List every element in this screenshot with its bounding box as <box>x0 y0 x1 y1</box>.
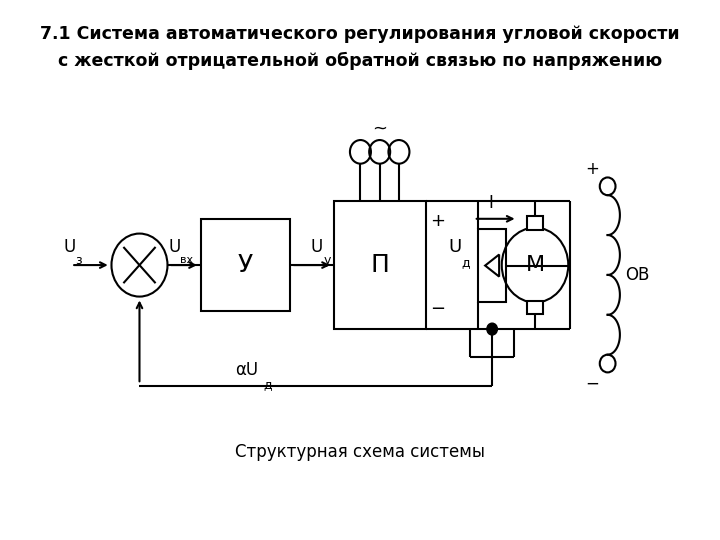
Text: Структурная схема системы: Структурная схема системы <box>235 443 485 461</box>
Circle shape <box>487 323 498 335</box>
Text: М: М <box>526 255 544 275</box>
Text: U: U <box>448 238 461 256</box>
FancyBboxPatch shape <box>527 216 543 229</box>
Text: U: U <box>310 238 323 256</box>
Text: U: U <box>168 238 181 256</box>
Text: з: з <box>75 254 81 267</box>
FancyBboxPatch shape <box>201 219 290 312</box>
Text: +: + <box>431 212 446 230</box>
FancyBboxPatch shape <box>527 301 543 314</box>
Text: +: + <box>585 160 599 178</box>
Text: U: U <box>63 238 76 256</box>
Text: ОВ: ОВ <box>625 266 649 284</box>
Text: д: д <box>264 377 272 391</box>
Text: д: д <box>462 255 470 268</box>
Text: У: У <box>238 253 253 277</box>
Text: П: П <box>370 253 389 277</box>
FancyBboxPatch shape <box>334 201 426 329</box>
Text: −: − <box>431 300 446 319</box>
Text: I: I <box>489 194 494 212</box>
Text: вх: вх <box>180 255 193 265</box>
Text: с жесткой отрицательной обратной связью по напряжению: с жесткой отрицательной обратной связью … <box>58 52 662 70</box>
FancyBboxPatch shape <box>478 228 506 302</box>
Text: αU: αU <box>235 361 258 380</box>
Text: ~: ~ <box>372 119 387 137</box>
Text: у: у <box>324 254 331 267</box>
Text: 7.1 Система автоматического регулирования угловой скорости: 7.1 Система автоматического регулировани… <box>40 25 680 43</box>
Text: −: − <box>585 374 599 392</box>
